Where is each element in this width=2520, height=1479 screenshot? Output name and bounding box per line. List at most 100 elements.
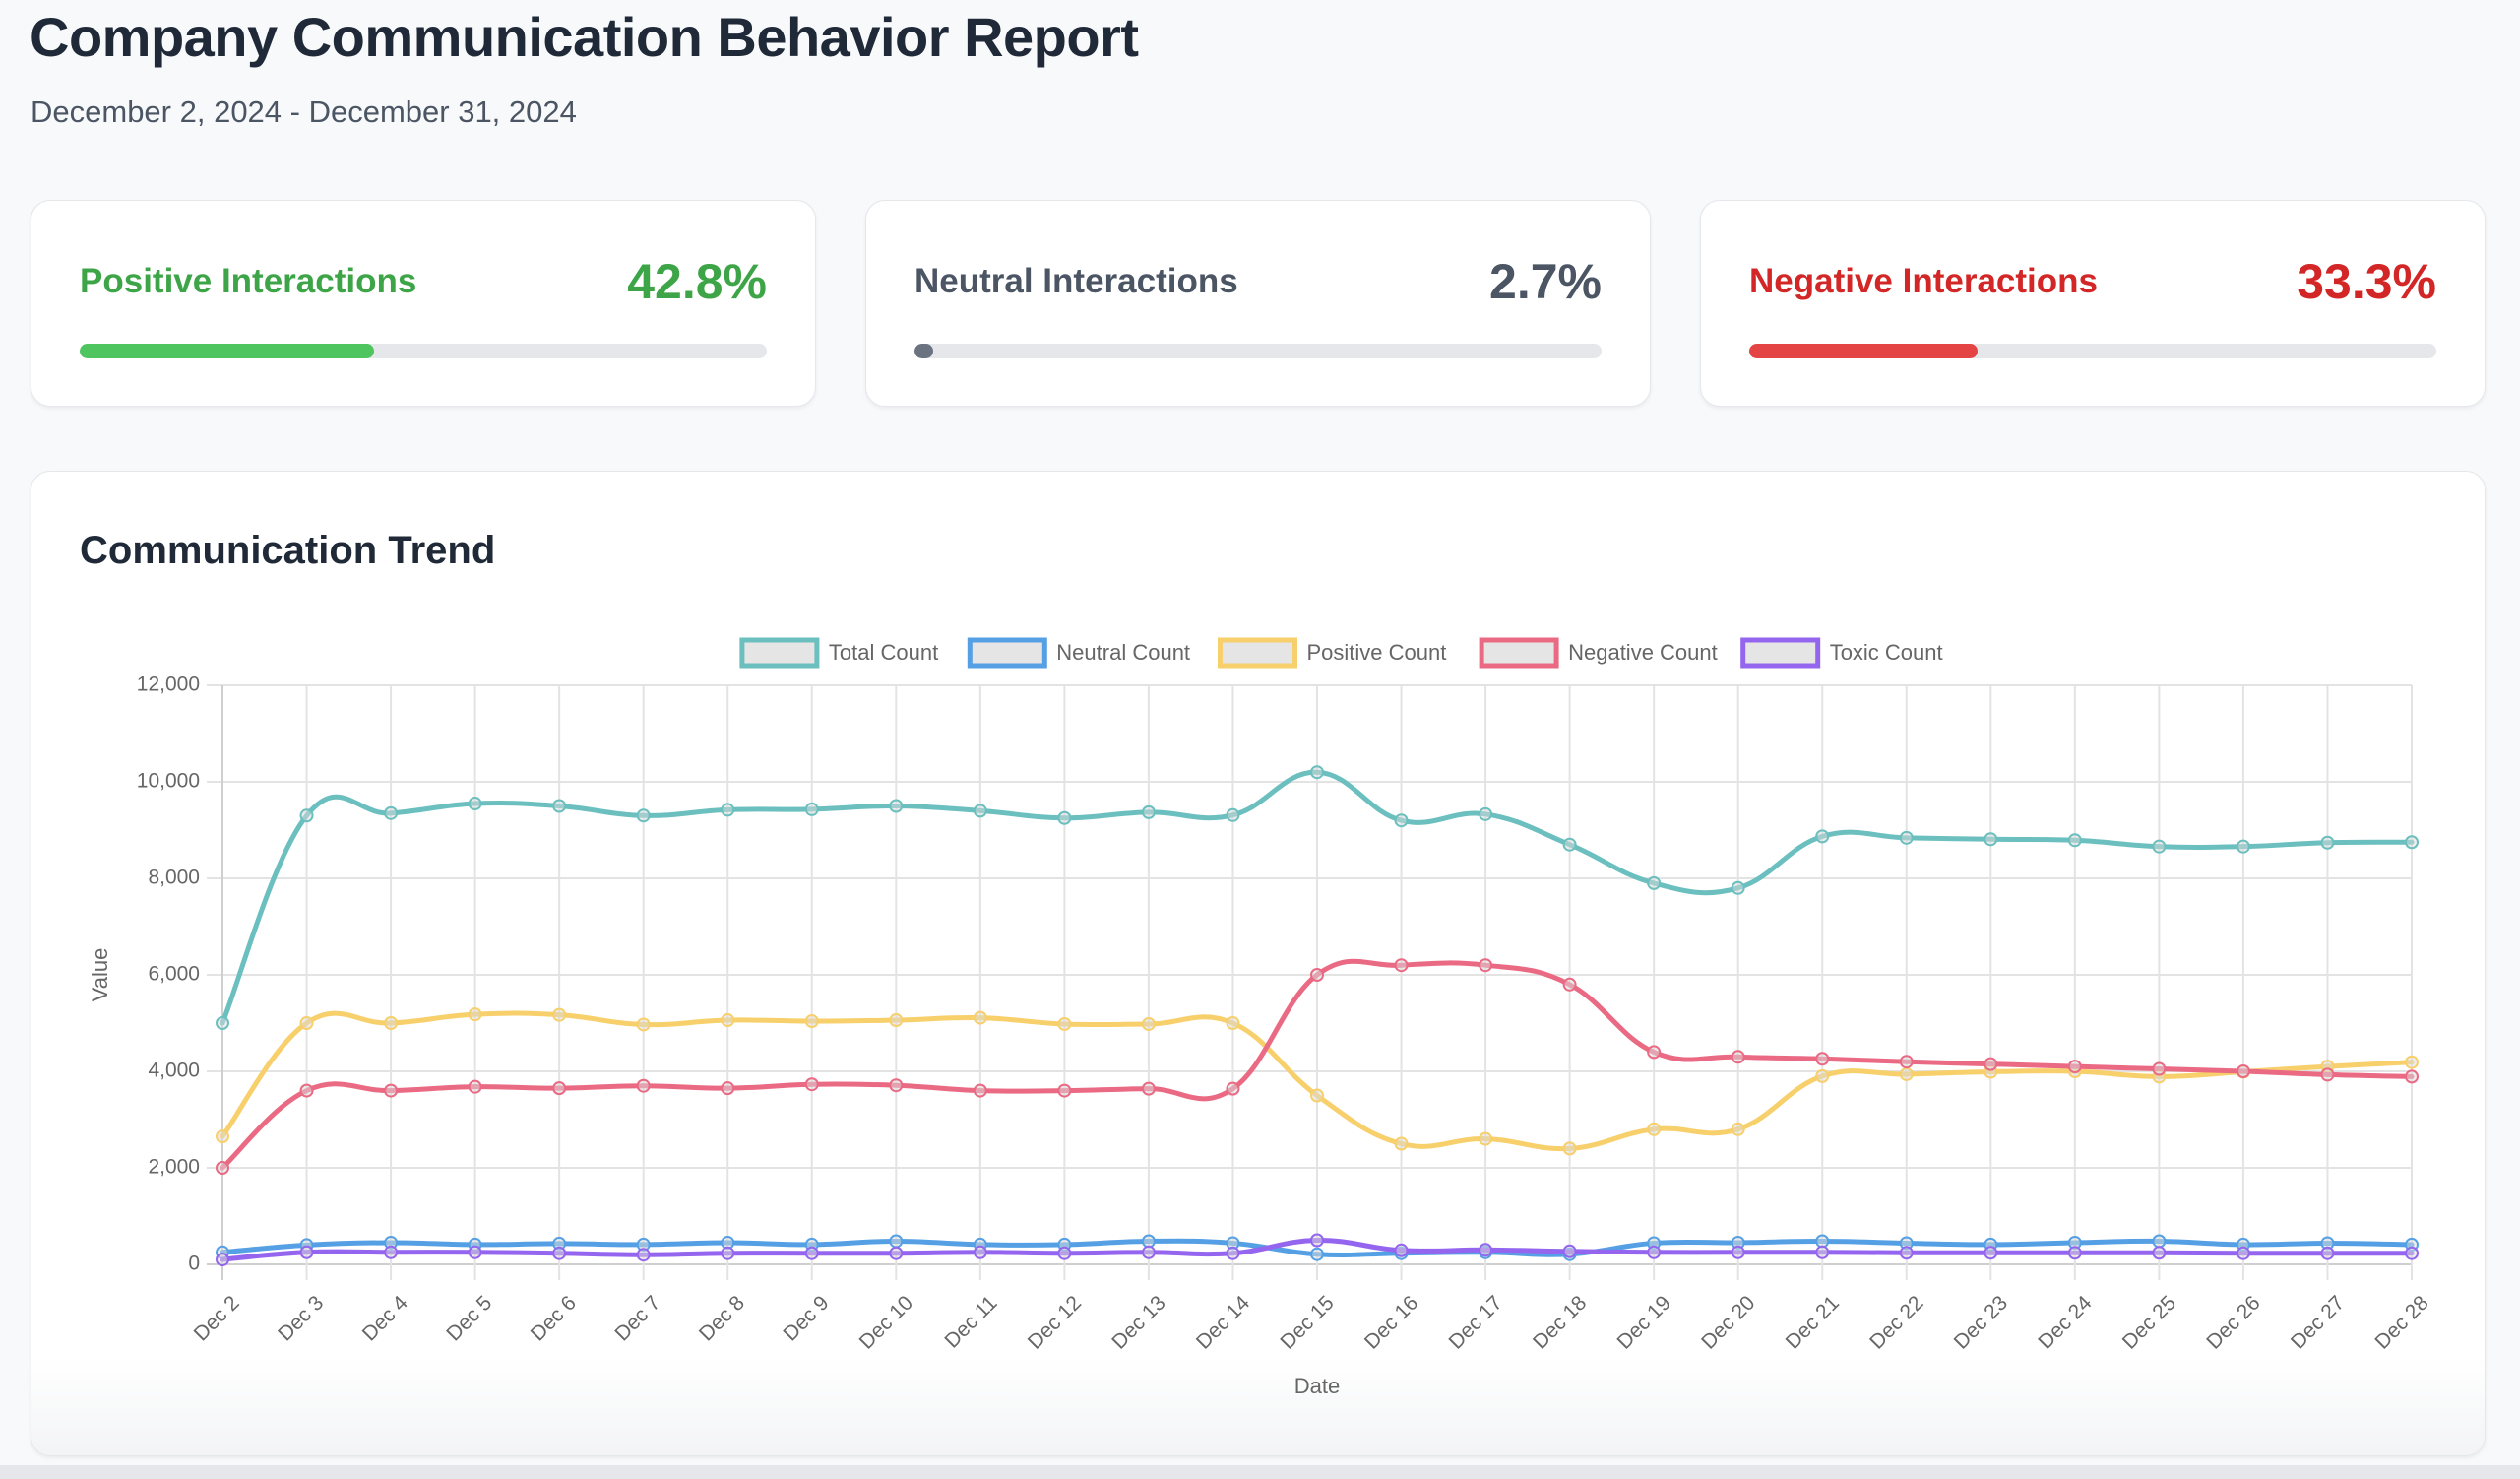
data-point <box>1479 1131 1493 1146</box>
data-point <box>468 1245 482 1259</box>
data-point <box>1479 1243 1493 1257</box>
data-point <box>1141 1234 1156 1249</box>
data-point <box>2067 833 2082 848</box>
data-point <box>636 1248 651 1262</box>
data-point <box>1984 1246 1998 1260</box>
data-point <box>1141 1245 1156 1259</box>
data-point <box>889 1234 904 1249</box>
card-label: Positive Interactions <box>80 262 417 300</box>
data-point <box>2236 1246 2250 1260</box>
x-tick-label: Dec 13 <box>1107 1291 1169 1353</box>
data-point <box>1394 813 1409 828</box>
data-point <box>2320 1067 2335 1082</box>
legend-swatch <box>967 637 1047 669</box>
series-line <box>220 769 2415 1026</box>
x-tick-label: Dec 7 <box>610 1291 664 1345</box>
data-point <box>1647 1122 1662 1136</box>
legend-item[interactable]: Positive Count <box>1218 637 1447 669</box>
data-point <box>721 1246 735 1260</box>
data-point <box>2152 839 2167 854</box>
y-tick-label: 6,000 <box>148 963 200 986</box>
data-point <box>1815 1052 1830 1066</box>
data-point <box>2405 1246 2419 1260</box>
data-point <box>1394 958 1409 973</box>
x-tick-label: Dec 8 <box>695 1291 749 1345</box>
neutral-interactions-card: Neutral Interactions 2.7% <box>865 200 1651 407</box>
x-tick-label: Dec 3 <box>274 1291 328 1345</box>
data-point <box>804 1014 819 1029</box>
data-point <box>636 808 651 823</box>
data-point <box>552 1081 567 1096</box>
date-range: December 2, 2024 - December 31, 2024 <box>31 95 577 129</box>
footer-band <box>0 1465 2520 1479</box>
data-point <box>1731 880 1745 895</box>
data-point <box>1141 1081 1156 1096</box>
y-tick-label: 2,000 <box>148 1156 200 1179</box>
data-point <box>1984 832 1998 847</box>
legend-item[interactable]: Toxic Count <box>1740 637 1943 669</box>
data-point <box>552 1007 567 1022</box>
y-tick-label: 8,000 <box>148 867 200 889</box>
data-point <box>1815 1234 1830 1249</box>
data-point <box>1562 837 1577 852</box>
progress-track <box>914 344 1602 358</box>
data-point <box>1310 1233 1324 1248</box>
y-axis: 0 2,000 4,000 6,000 8,000 10,000 12,000 <box>137 674 200 1275</box>
data-point <box>1731 1245 1745 1259</box>
x-tick-label: Dec 16 <box>1360 1291 1422 1353</box>
legend-item[interactable]: Neutral Count <box>967 637 1190 669</box>
data-point <box>468 1007 482 1022</box>
x-tick-label: Dec 17 <box>1444 1291 1506 1353</box>
data-point <box>1310 765 1324 780</box>
card-label: Negative Interactions <box>1749 262 2098 300</box>
data-point <box>1647 1245 1662 1259</box>
series-total-count <box>216 765 2419 1030</box>
x-tick-label: Dec 11 <box>940 1291 1001 1352</box>
data-point <box>384 1245 399 1259</box>
data-point <box>1226 807 1240 822</box>
x-axis: Dec 2 Dec 3 Dec 4 Dec 5 Dec 6 Dec 7 Dec 8 Dec 9… <box>190 1291 2433 1354</box>
data-point <box>721 1013 735 1028</box>
data-point <box>1815 1068 1830 1083</box>
data-point <box>721 1081 735 1096</box>
x-tick-label: Dec 24 <box>2034 1291 2097 1354</box>
x-tick-label: Dec 22 <box>1865 1291 1927 1353</box>
data-point <box>1815 1245 1830 1259</box>
x-tick-label: Dec 27 <box>2287 1291 2349 1353</box>
legend-item[interactable]: Negative Count <box>1479 637 1718 669</box>
data-point <box>1479 806 1493 821</box>
data-point <box>2067 1060 2082 1074</box>
data-point <box>1310 1247 1324 1261</box>
data-point <box>468 1079 482 1094</box>
legend-item[interactable]: Total Count <box>739 637 938 669</box>
data-point <box>1731 1050 1745 1064</box>
y-axis-title: Value <box>88 948 112 1002</box>
progress-fill <box>80 344 374 358</box>
data-point <box>1562 1244 1577 1258</box>
data-point <box>1057 1083 1072 1098</box>
data-point <box>973 1245 987 1259</box>
positive-interactions-card: Positive Interactions 42.8% <box>31 200 816 407</box>
x-tick-label: Dec 25 <box>2118 1291 2180 1353</box>
data-point <box>1731 1122 1745 1136</box>
data-point <box>1899 1055 1914 1069</box>
legend-swatch <box>739 637 820 669</box>
progress-fill <box>1749 344 1979 358</box>
data-point <box>1057 1016 1072 1031</box>
data-point <box>636 1078 651 1093</box>
data-point <box>384 1083 399 1098</box>
legend-label: Neutral Count <box>1056 640 1190 665</box>
data-point <box>1226 1081 1240 1096</box>
data-point <box>636 1017 651 1032</box>
data-point <box>1562 1141 1577 1156</box>
x-tick-label: Dec 9 <box>779 1291 833 1345</box>
negative-interactions-card: Negative Interactions 33.3% <box>1700 200 2486 407</box>
x-tick-label: Dec 18 <box>1529 1291 1591 1353</box>
data-point <box>1226 1016 1240 1030</box>
data-point <box>2405 1069 2419 1084</box>
series-group <box>216 765 2419 1267</box>
data-point <box>1310 968 1324 982</box>
page-title: Company Communication Behavior Report <box>30 6 1139 68</box>
legend-label: Negative Count <box>1568 640 1718 665</box>
x-axis-title: Date <box>1294 1374 1340 1398</box>
